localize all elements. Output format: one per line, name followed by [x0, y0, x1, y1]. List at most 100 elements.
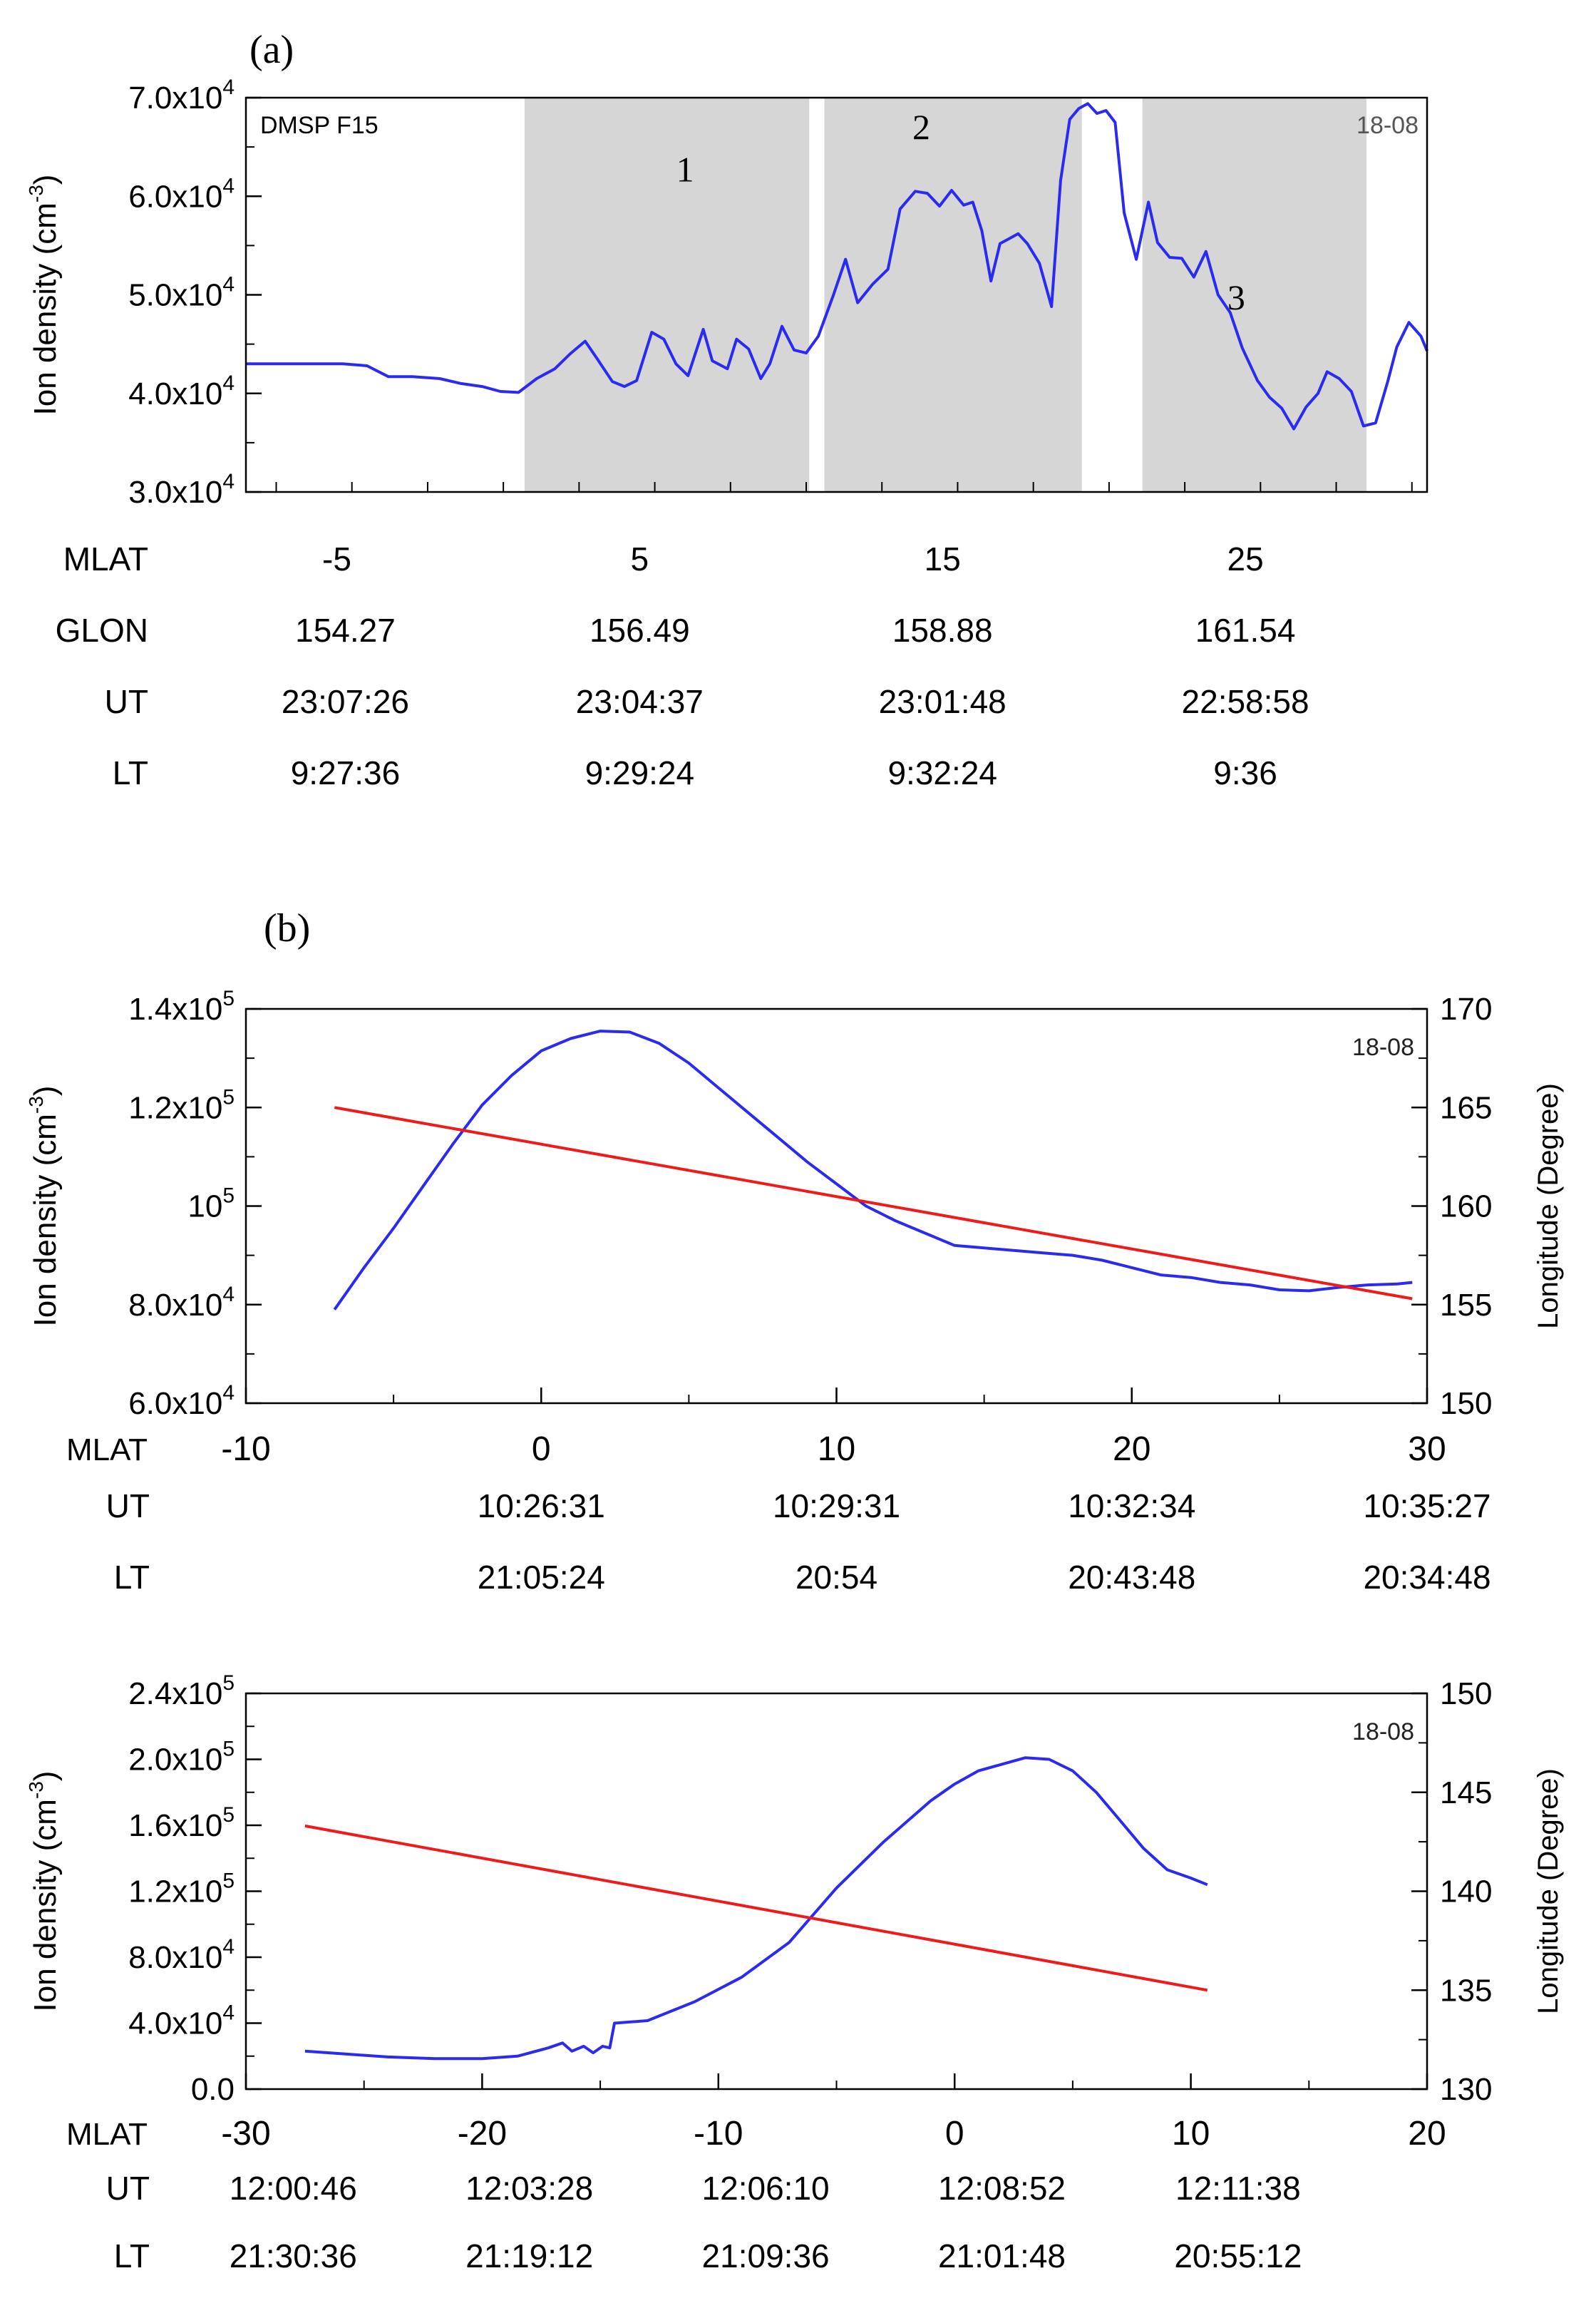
y-tick-label-base: 7.0x10 [128, 81, 222, 116]
row-label-ut: UT [105, 683, 148, 720]
y-tick-label: 105 [187, 1184, 235, 1224]
panel-b-lower: 0.0 4.0x104 8.0x104 1.2x105 1.6x105 2.0x105 2.… [25, 1671, 1564, 2274]
y-tick-label: 6.0x104 [128, 1381, 235, 1421]
axis-rows: MLAT -5 5 15 25 GLON 154.27 156.49 158.88 161.54 U… [56, 540, 1309, 791]
row-value: 12:03:28 [465, 2170, 593, 2207]
y2-tick-labels: 150 155 160 165 170 [1440, 992, 1492, 1421]
y2-tick-labels: 130 135 140 145 150 [1440, 1676, 1492, 2107]
y-tick-label-exp: 5 [222, 1738, 235, 1761]
y-tick-label-exp: 4 [222, 470, 235, 493]
y-tick-label: 1.6x105 [128, 1803, 235, 1843]
y2-tick-label: 130 [1440, 2072, 1492, 2107]
row-label-ut: UT [106, 2170, 150, 2207]
y-tick-label: 8.0x104 [128, 1283, 235, 1323]
y-axis-title: Ion density (cm-3) [25, 175, 63, 416]
row-value: 10:32:34 [1068, 1487, 1195, 1524]
y-axis-title-main: Ion density (cm [28, 1799, 63, 2011]
y-tick-label-exp: 4 [222, 2001, 235, 2025]
y2-tick-label: 155 [1440, 1288, 1492, 1323]
y2-tick-label: 150 [1440, 1386, 1492, 1421]
panel-b-label: (b) [264, 906, 310, 950]
row-value: 158.88 [892, 612, 993, 649]
row-label-lt: LT [114, 2237, 150, 2274]
data-lines [333, 1030, 1413, 1310]
y-tick-label: 4.0x104 [128, 371, 235, 411]
date-label: 18-08 [1352, 1034, 1414, 1061]
y-tick-label-base: 2.4x10 [128, 1676, 222, 1711]
x-tick-label: 20 [1408, 2115, 1446, 2153]
axis-ticks [244, 1692, 1428, 2091]
region-label: 2 [912, 107, 930, 147]
y2-tick-label: 140 [1440, 1874, 1492, 1909]
shaded-region [1142, 98, 1367, 492]
y-tick-label: 1.2x105 [128, 1869, 235, 1909]
y2-tick-label: 145 [1440, 1775, 1492, 1810]
y-tick-label: 6.0x104 [128, 174, 235, 214]
row-value: 9:36 [1213, 754, 1277, 791]
x-tick-labels: -10 0 10 20 30 [221, 1430, 1446, 1468]
y-axis-title-main: Ion density (cm [28, 1114, 63, 1326]
x-tick-label: 0 [945, 2115, 964, 2153]
y2-tick-label: 160 [1440, 1189, 1492, 1224]
x-tick-label: -10 [221, 1430, 270, 1468]
row-value: 23:07:26 [282, 683, 409, 720]
row-value: 20:54 [796, 1559, 877, 1596]
row-value: 15 [925, 540, 961, 578]
y2-axis-title: Longitude (Degree) [1533, 1768, 1564, 2014]
row-value: 10:26:31 [478, 1487, 605, 1524]
y2-tick-label: 135 [1440, 1973, 1492, 2008]
row-value: 9:27:36 [291, 754, 400, 791]
plot-frame [244, 1007, 1428, 1405]
row-label-glon: GLON [56, 612, 148, 649]
y-tick-label-exp: 5 [222, 1803, 235, 1827]
row-value: 21:19:12 [465, 2237, 593, 2274]
y-tick-label: 2.0x105 [128, 1738, 235, 1778]
row-value: 10:29:31 [773, 1487, 900, 1524]
longitude-line [334, 1106, 1413, 1301]
row-value: 21:09:36 [702, 2237, 830, 2274]
y-tick-label-base: 4.0x10 [128, 2006, 222, 2041]
y-tick-label-exp: 5 [222, 1184, 235, 1208]
y-tick-label-base: 3.0x10 [128, 475, 222, 510]
y-tick-label-base: 8.0x10 [128, 1288, 222, 1323]
y-tick-label: 7.0x104 [128, 76, 235, 116]
shaded-region [824, 98, 1082, 492]
data-lines [304, 1756, 1208, 2061]
axis-ticks [244, 1007, 1428, 1405]
panel-a-label: (a) [249, 28, 294, 72]
satellite-label: DMSP F15 [260, 112, 379, 139]
ion-density-line [333, 1030, 1413, 1310]
y-tick-label-base: 5.0x10 [128, 278, 222, 313]
y-tick-labels: 0.0 4.0x104 8.0x104 1.2x105 1.6x105 2.0x105 2.… [128, 1671, 235, 2107]
row-value: 9:32:24 [887, 754, 997, 791]
row-value: 23:01:48 [879, 683, 1006, 720]
y-tick-label: 0.0 [191, 2072, 235, 2107]
region-label: 1 [676, 150, 694, 190]
ion-density-line [246, 102, 1428, 431]
y-tick-label: 1.2x105 [128, 1085, 235, 1125]
row-label-lt: LT [114, 1559, 150, 1596]
y-tick-label-exp: 4 [222, 273, 235, 297]
y2-tick-label: 150 [1440, 1676, 1492, 1711]
row-value: 21:01:48 [938, 2237, 1066, 2274]
plot-frame [244, 1692, 1428, 2091]
date-label: 18-08 [1352, 1718, 1414, 1745]
y-axis-title-main: Ion density (cm [28, 202, 63, 415]
y-tick-label-base: 6.0x10 [128, 179, 222, 214]
y-tick-label-base: 4.0x10 [128, 376, 222, 411]
y-tick-label: 8.0x104 [128, 1935, 235, 1975]
x-tick-label: -20 [458, 2115, 507, 2153]
axis-rows: UT 12:00:46 12:03:28 12:06:10 12:08:52 12:11:… [106, 2170, 1302, 2274]
ion-density-line [304, 1756, 1208, 2061]
y-tick-label-base: 1.2x10 [128, 1090, 222, 1125]
row-value: 12:11:38 [1175, 2170, 1301, 2207]
y-tick-label-exp: 4 [222, 1283, 235, 1306]
y-tick-label-exp: 4 [222, 1381, 235, 1405]
y-tick-label-base: 10 [187, 1189, 222, 1224]
row-value: 5 [631, 540, 649, 578]
y-axis-title-close: ) [28, 1771, 63, 1782]
